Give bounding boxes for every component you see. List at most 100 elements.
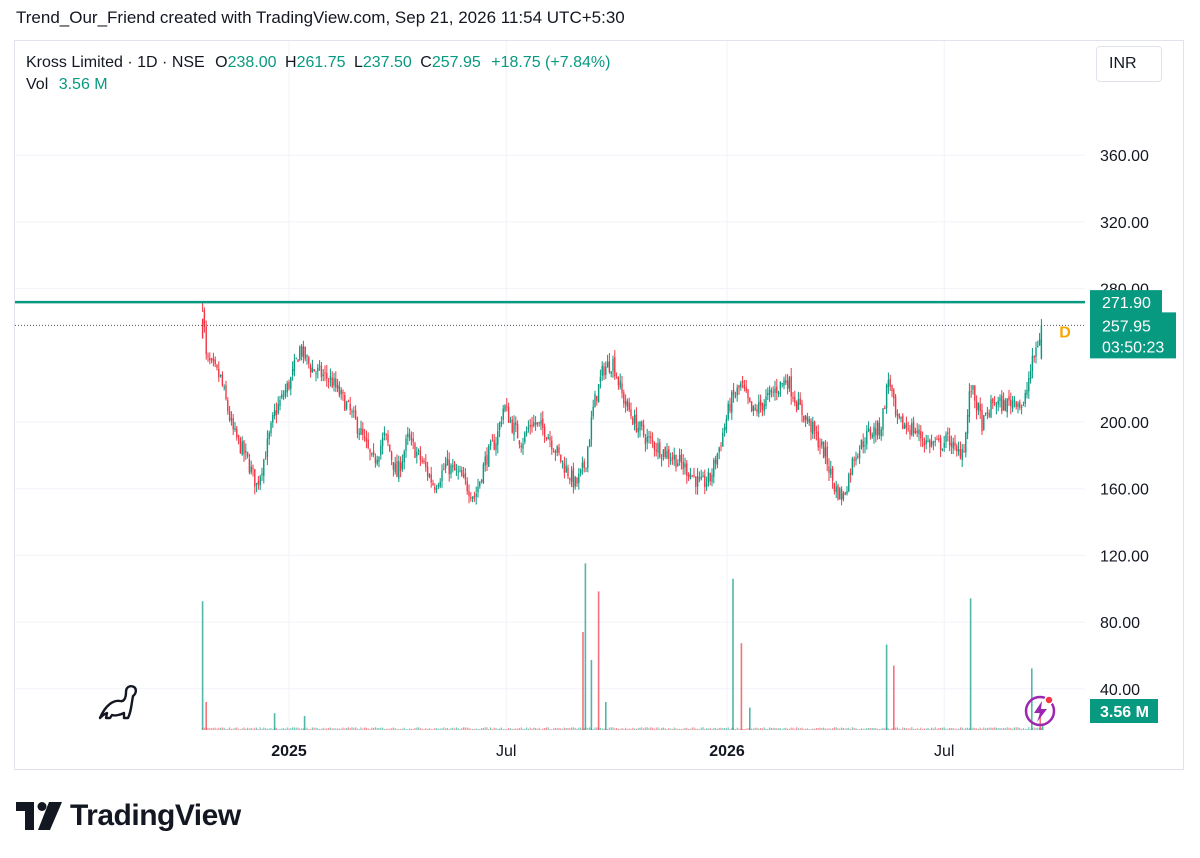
candle-body xyxy=(295,357,297,359)
candle-body xyxy=(239,438,242,454)
volume-bar xyxy=(695,728,697,730)
candle-body xyxy=(1029,371,1032,380)
candle-body xyxy=(272,415,274,423)
candle-body xyxy=(243,441,245,455)
volume-bar xyxy=(787,728,789,730)
candle-body xyxy=(529,425,531,427)
candle-body xyxy=(957,449,960,452)
volume-bar xyxy=(922,728,924,730)
volume-bar xyxy=(376,727,378,730)
volume-bar xyxy=(481,727,483,730)
candle-body xyxy=(401,461,404,470)
candle-body xyxy=(353,411,355,413)
y-axis-tick-label: 80.00 xyxy=(1100,615,1140,632)
volume-bar xyxy=(621,727,623,730)
candle-body xyxy=(887,380,890,388)
close-label: C xyxy=(420,54,432,71)
volume-bar xyxy=(337,728,339,730)
volume-bar xyxy=(1021,729,1023,730)
volume-bar xyxy=(248,728,250,730)
volume-bar xyxy=(715,727,717,730)
candle-body xyxy=(286,383,288,393)
candle-body xyxy=(1024,392,1026,404)
candle-body xyxy=(1015,401,1017,407)
candle-body xyxy=(322,374,324,376)
candle-body xyxy=(808,418,810,423)
volume-bar xyxy=(614,728,616,730)
candle-body xyxy=(873,426,875,437)
candle-body xyxy=(965,432,967,453)
candle-body xyxy=(596,395,598,401)
volume-bar xyxy=(734,729,736,730)
volume-bar xyxy=(914,728,916,730)
candle-body xyxy=(954,442,956,447)
currency-button[interactable]: INR xyxy=(1096,46,1162,82)
candle-body xyxy=(774,388,776,393)
volume-bar xyxy=(814,728,816,730)
volume-bar xyxy=(382,727,384,730)
candle-body xyxy=(734,395,737,397)
volume-bar xyxy=(895,727,897,730)
volume-bar xyxy=(293,727,295,730)
candle-body xyxy=(731,392,733,413)
volume-bar xyxy=(279,728,281,730)
x-axis-tick-label: 2026 xyxy=(709,743,745,760)
y-axis-tick-label: 120.00 xyxy=(1100,548,1149,565)
candle-body xyxy=(587,447,589,469)
candle-body xyxy=(304,346,306,360)
candle-body xyxy=(1019,401,1021,408)
candle-body xyxy=(759,399,762,406)
volume-label[interactable]: Vol xyxy=(26,76,49,93)
volume-bar xyxy=(203,727,205,730)
candle-body xyxy=(768,389,771,395)
candle-body xyxy=(851,458,854,474)
candle-body xyxy=(300,346,303,357)
candle-body xyxy=(651,439,654,442)
candle-body xyxy=(876,421,879,436)
candle-body xyxy=(326,372,328,379)
volume-bar xyxy=(542,728,544,730)
volume-bar xyxy=(446,727,448,730)
volume-bar xyxy=(218,727,220,730)
candle-body xyxy=(894,396,897,415)
candle-body xyxy=(385,433,387,435)
candle-body xyxy=(801,403,803,415)
candle-body xyxy=(484,456,486,466)
volume-bar xyxy=(682,728,684,730)
x-axis-tick-label: Jul xyxy=(496,743,516,760)
volume-bar xyxy=(760,728,762,730)
volume-bar xyxy=(425,728,427,730)
candle-body xyxy=(374,457,377,464)
candle-body xyxy=(450,465,452,475)
candle-body xyxy=(527,427,530,430)
symbol-label[interactable]: Kross Limited · 1D · NSE xyxy=(26,54,205,71)
volume-bar xyxy=(1030,729,1032,730)
volume-bar xyxy=(450,728,452,730)
candle-body xyxy=(482,464,485,483)
candle-body xyxy=(945,434,947,442)
candle-body xyxy=(216,365,218,369)
candle-body xyxy=(686,463,688,476)
candle-body xyxy=(718,447,720,453)
candle-body xyxy=(324,372,326,374)
candle-body xyxy=(1035,347,1037,357)
candle-body xyxy=(909,430,911,435)
candle-body xyxy=(747,389,749,399)
candle-body xyxy=(551,440,553,450)
volume-bar xyxy=(743,729,745,730)
candle-body xyxy=(320,366,323,378)
candle-body xyxy=(837,485,839,500)
volume-bar xyxy=(943,727,945,730)
candle-body xyxy=(767,393,769,396)
volume-bar xyxy=(284,728,286,730)
volume-bar xyxy=(977,728,979,730)
volume-bar xyxy=(860,728,862,730)
volume-bar xyxy=(938,728,940,730)
candle-body xyxy=(439,481,441,487)
candle-body xyxy=(313,368,315,372)
volume-bar xyxy=(837,728,839,730)
volume-spike-bar xyxy=(584,563,587,730)
candle-body xyxy=(632,417,634,425)
volume-bar xyxy=(398,728,400,730)
